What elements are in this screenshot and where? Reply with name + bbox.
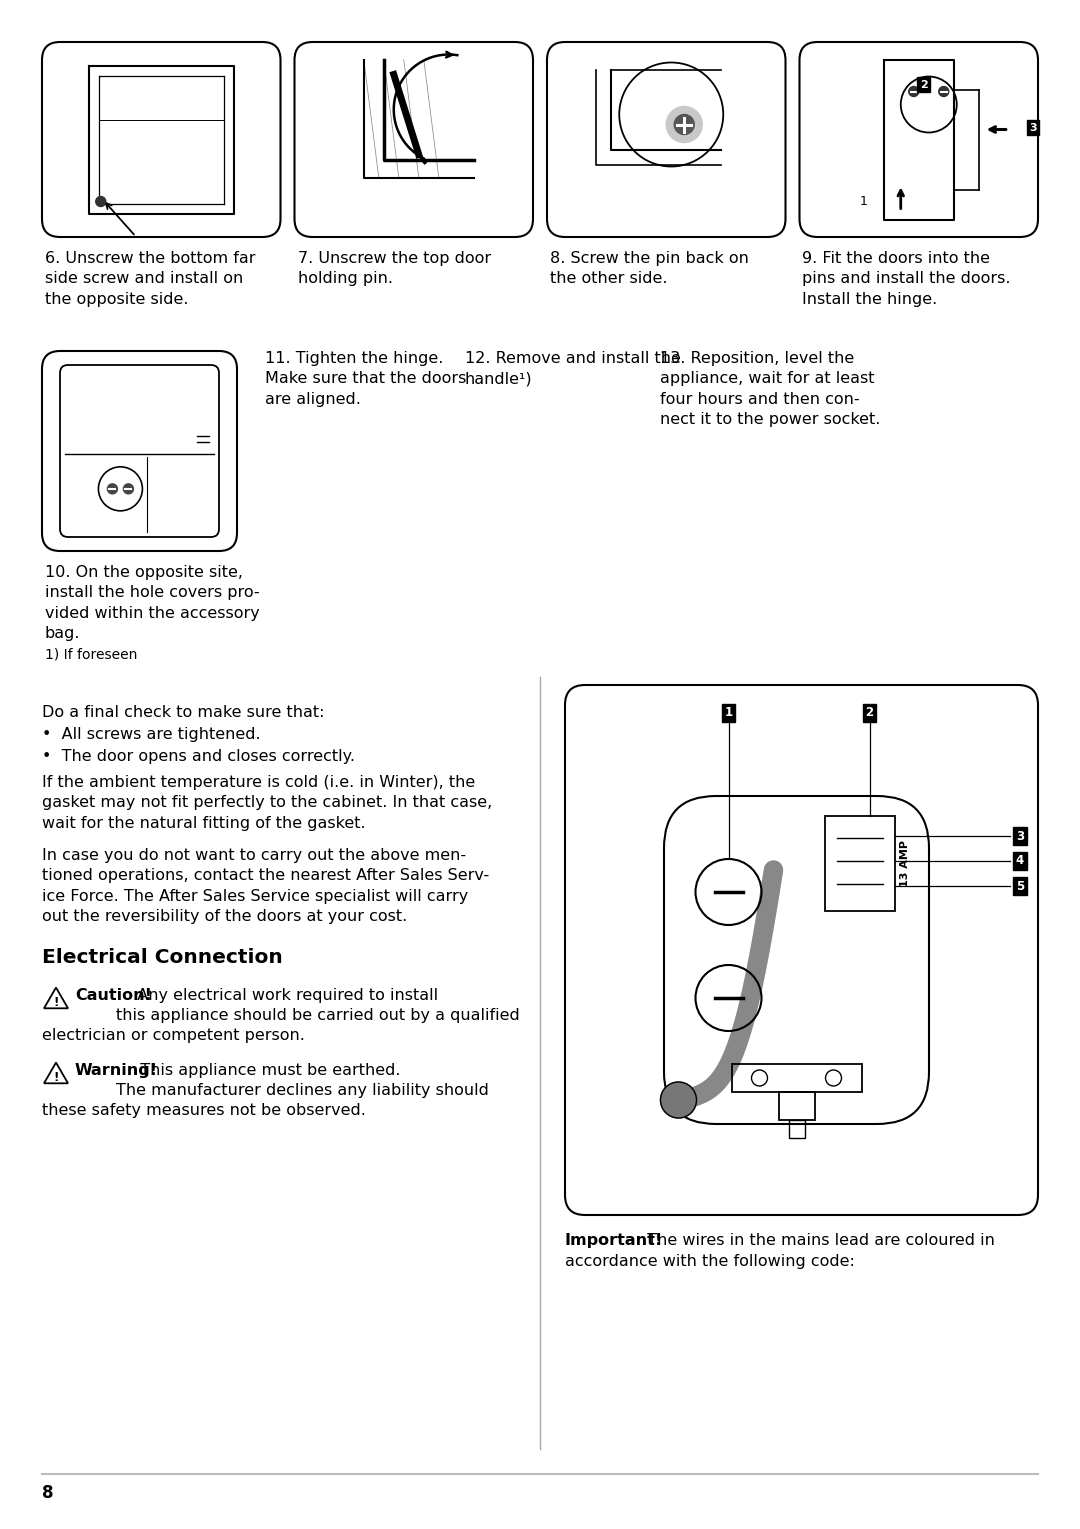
Text: 2: 2 xyxy=(920,80,928,90)
Text: 3: 3 xyxy=(1016,830,1024,842)
Circle shape xyxy=(661,1083,697,1118)
Text: •  All screws are tightened.: • All screws are tightened. xyxy=(42,726,260,742)
Text: 2: 2 xyxy=(865,706,874,720)
Text: 13 AMP: 13 AMP xyxy=(900,839,909,887)
Bar xyxy=(788,1121,805,1138)
Text: 9. Fit the doors into the
pins and install the doors.
Install the hinge.: 9. Fit the doors into the pins and insta… xyxy=(802,251,1011,307)
Text: Electrical Connection: Electrical Connection xyxy=(42,948,283,966)
Text: this appliance should be carried out by a qualified: this appliance should be carried out by … xyxy=(75,1008,519,1023)
Text: 3: 3 xyxy=(1029,122,1037,133)
Text: Do a final check to make sure that:: Do a final check to make sure that: xyxy=(42,705,324,720)
Text: these safety measures not be observed.: these safety measures not be observed. xyxy=(42,1102,366,1118)
Text: This appliance must be earthed.: This appliance must be earthed. xyxy=(130,1063,401,1078)
Text: 12. Remove and install the
handle¹): 12. Remove and install the handle¹) xyxy=(465,352,680,387)
Text: Any electrical work required to install: Any electrical work required to install xyxy=(127,988,438,1003)
Circle shape xyxy=(96,197,106,206)
Text: 7. Unscrew the top door
holding pin.: 7. Unscrew the top door holding pin. xyxy=(297,251,490,286)
Text: •  The door opens and closes correctly.: • The door opens and closes correctly. xyxy=(42,749,355,764)
Bar xyxy=(779,1092,814,1121)
Text: In case you do not want to carry out the above men-
tioned operations, contact t: In case you do not want to carry out the… xyxy=(42,849,489,924)
Text: The wires in the mains lead are coloured in: The wires in the mains lead are coloured… xyxy=(637,1232,995,1248)
Circle shape xyxy=(123,483,134,494)
Text: 4: 4 xyxy=(1016,855,1024,867)
Text: 8. Screw the pin back on
the other side.: 8. Screw the pin back on the other side. xyxy=(550,251,748,286)
Bar xyxy=(824,816,894,911)
Text: Warning!: Warning! xyxy=(75,1063,158,1078)
Text: 5: 5 xyxy=(1016,879,1024,893)
Circle shape xyxy=(674,115,694,135)
Text: 6. Unscrew the bottom far
side screw and install on
the opposite side.: 6. Unscrew the bottom far side screw and… xyxy=(45,251,256,307)
Bar xyxy=(731,1064,862,1092)
Text: 1: 1 xyxy=(725,706,732,720)
Circle shape xyxy=(939,87,948,96)
Text: accordance with the following code:: accordance with the following code: xyxy=(565,1254,855,1269)
Text: 13. Reposition, level the
appliance, wait for at least
four hours and then con-
: 13. Reposition, level the appliance, wai… xyxy=(660,352,880,427)
Text: !: ! xyxy=(53,1070,58,1084)
Text: 10. On the opposite site,
install the hole covers pro-
vided within the accessor: 10. On the opposite site, install the ho… xyxy=(45,566,260,641)
Circle shape xyxy=(666,107,702,142)
Circle shape xyxy=(908,87,919,96)
Text: If the ambient temperature is cold (i.e. in Winter), the
gasket may not fit perf: If the ambient temperature is cold (i.e.… xyxy=(42,775,492,830)
Text: The manufacturer declines any liability should: The manufacturer declines any liability … xyxy=(75,1083,489,1098)
Text: 1) If foreseen: 1) If foreseen xyxy=(45,647,137,661)
Text: electrician or competent person.: electrician or competent person. xyxy=(42,1027,305,1043)
Circle shape xyxy=(107,483,118,494)
Text: !: ! xyxy=(53,995,58,1009)
Text: Important!: Important! xyxy=(565,1232,663,1248)
Text: 8: 8 xyxy=(42,1485,54,1501)
Text: 11. Tighten the hinge.
Make sure that the doors
are aligned.: 11. Tighten the hinge. Make sure that th… xyxy=(265,352,467,407)
Text: Caution!: Caution! xyxy=(75,988,152,1003)
Text: 1: 1 xyxy=(860,196,868,208)
